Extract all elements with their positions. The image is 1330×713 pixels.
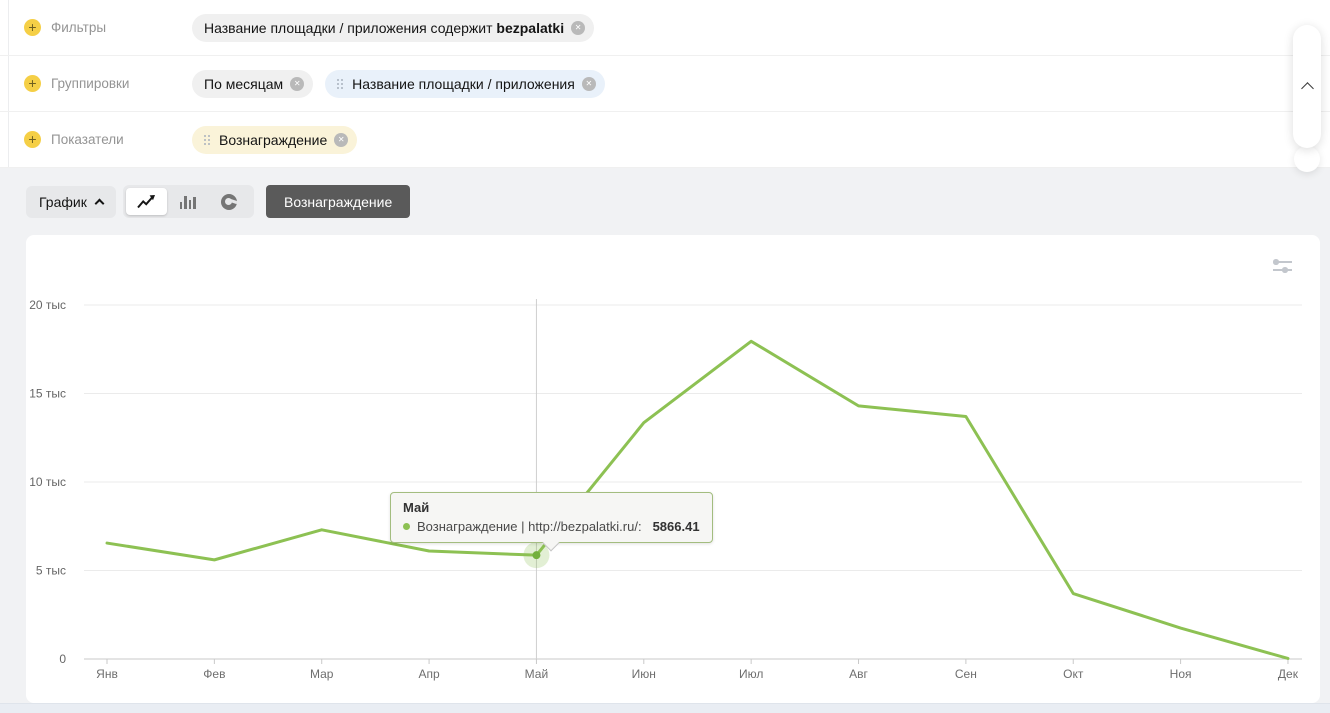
chart-svg[interactable]: 0 5 тыс 10 тыс 15 тыс 20 тыс Янв Фев Мар Апр Май И… <box>26 235 1320 703</box>
chart-type-line-button[interactable] <box>126 188 167 215</box>
close-icon[interactable]: ✕ <box>571 20 586 35</box>
add-metric-button[interactable]: + <box>24 131 41 148</box>
y-axis-tick-label: 0 <box>59 652 66 666</box>
tooltip-value: 5866.41 <box>652 519 700 534</box>
pie-chart-icon <box>220 193 237 210</box>
x-axis-tick-label: Июл <box>739 667 763 681</box>
x-axis-tick-label: Сен <box>955 667 977 681</box>
metric-chip-reward-text: Вознаграждение <box>219 131 328 148</box>
chevron-up-icon <box>94 198 105 209</box>
close-icon[interactable]: ✕ <box>334 132 349 147</box>
chevron-up-icon <box>1300 82 1314 95</box>
highlight-point[interactable] <box>532 551 541 560</box>
y-axis-tick-label: 10 тыс <box>29 475 66 489</box>
tooltip-series-label: Вознаграждение | http://bezpalatki.ru/: <box>417 519 642 534</box>
line-chart-icon <box>137 194 155 208</box>
grouping-chip-platform-text: Название площадки / приложения <box>352 75 575 92</box>
metric-chip-reward[interactable]: Вознаграждение ✕ <box>192 125 358 154</box>
series-dot-icon <box>403 523 410 530</box>
add-filter-button[interactable]: + <box>24 19 41 36</box>
chart-dropdown-button[interactable]: График <box>26 186 116 218</box>
add-grouping-button[interactable]: + <box>24 75 41 92</box>
x-axis-tick-label: Июн <box>632 667 656 681</box>
chart-settings-sliders-icon[interactable] <box>1273 259 1292 273</box>
x-axis-tick-label: Апр <box>418 667 440 681</box>
x-axis-tick-label: Янв <box>96 667 118 681</box>
floating-button[interactable] <box>1294 146 1320 172</box>
x-axis-tick-label: Ноя <box>1170 667 1192 681</box>
filters-label: Фильтры <box>51 20 107 35</box>
chart-card: 0 5 тыс 10 тыс 15 тыс 20 тыс Янв Фев Мар Апр Май И… <box>26 235 1320 703</box>
x-axis-tick-label: Май <box>525 667 549 681</box>
filter-chip[interactable]: Название площадки / приложения содержит … <box>192 13 595 42</box>
left-divider <box>8 0 9 168</box>
chart-type-pie-button[interactable] <box>208 188 249 215</box>
series-toggle-button[interactable]: Вознаграждение <box>266 185 411 218</box>
query-builder-panel: + Фильтры Название площадки / приложения… <box>0 0 1330 168</box>
y-axis-tick-label: 5 тыс <box>36 564 66 578</box>
horizontal-scrollbar-track[interactable] <box>0 703 1330 713</box>
y-gridlines: 0 5 тыс 10 тыс 15 тыс 20 тыс <box>29 298 1302 666</box>
grouping-chip-months[interactable]: По месяцам ✕ <box>192 69 314 98</box>
chart-type-bar-button[interactable] <box>167 188 208 215</box>
scroll-to-top-button[interactable] <box>1293 25 1321 148</box>
groupings-row: + Группировки По месяцам ✕ Название площ… <box>0 56 1330 112</box>
grouping-chip-months-text: По месяцам <box>204 75 284 92</box>
y-axis-tick-label: 20 тыс <box>29 298 66 312</box>
y-axis-tick-label: 15 тыс <box>29 387 66 401</box>
drag-handle-icon[interactable] <box>204 134 210 145</box>
grouping-chip-platform[interactable]: Название площадки / приложения ✕ <box>325 69 605 98</box>
chart-tooltip: Май Вознаграждение | http://bezpalatki.r… <box>390 492 713 552</box>
drag-handle-icon[interactable] <box>337 78 343 89</box>
chart-line <box>105 339 1290 660</box>
x-axis-tick-label: Фев <box>203 667 225 681</box>
filters-row: + Фильтры Название площадки / приложения… <box>0 0 1330 56</box>
x-axis-tick-label: Мар <box>310 667 334 681</box>
chart-type-switcher <box>123 185 254 218</box>
bar-chart-icon <box>179 195 196 209</box>
filter-chip-text: Название площадки / приложения содержит … <box>204 19 565 36</box>
x-axis-tick-label: Авг <box>849 667 868 681</box>
groupings-label: Группировки <box>51 76 130 91</box>
close-icon[interactable]: ✕ <box>290 76 305 91</box>
x-axis-tick-label: Окт <box>1063 667 1084 681</box>
metrics-row: + Показатели Вознаграждение ✕ <box>0 112 1330 168</box>
chart-toolbar: График Вознаграждение <box>0 168 1330 235</box>
metrics-label: Показатели <box>51 132 124 147</box>
tooltip-title: Май <box>403 500 430 515</box>
close-icon[interactable]: ✕ <box>581 76 596 91</box>
x-axis: Янв Фев Мар Апр Май Июн Июл Авг Сен Окт Ноя Дек <box>96 659 1299 681</box>
x-axis-tick-label: Дек <box>1278 667 1299 681</box>
chart-dropdown-label: График <box>39 194 87 210</box>
